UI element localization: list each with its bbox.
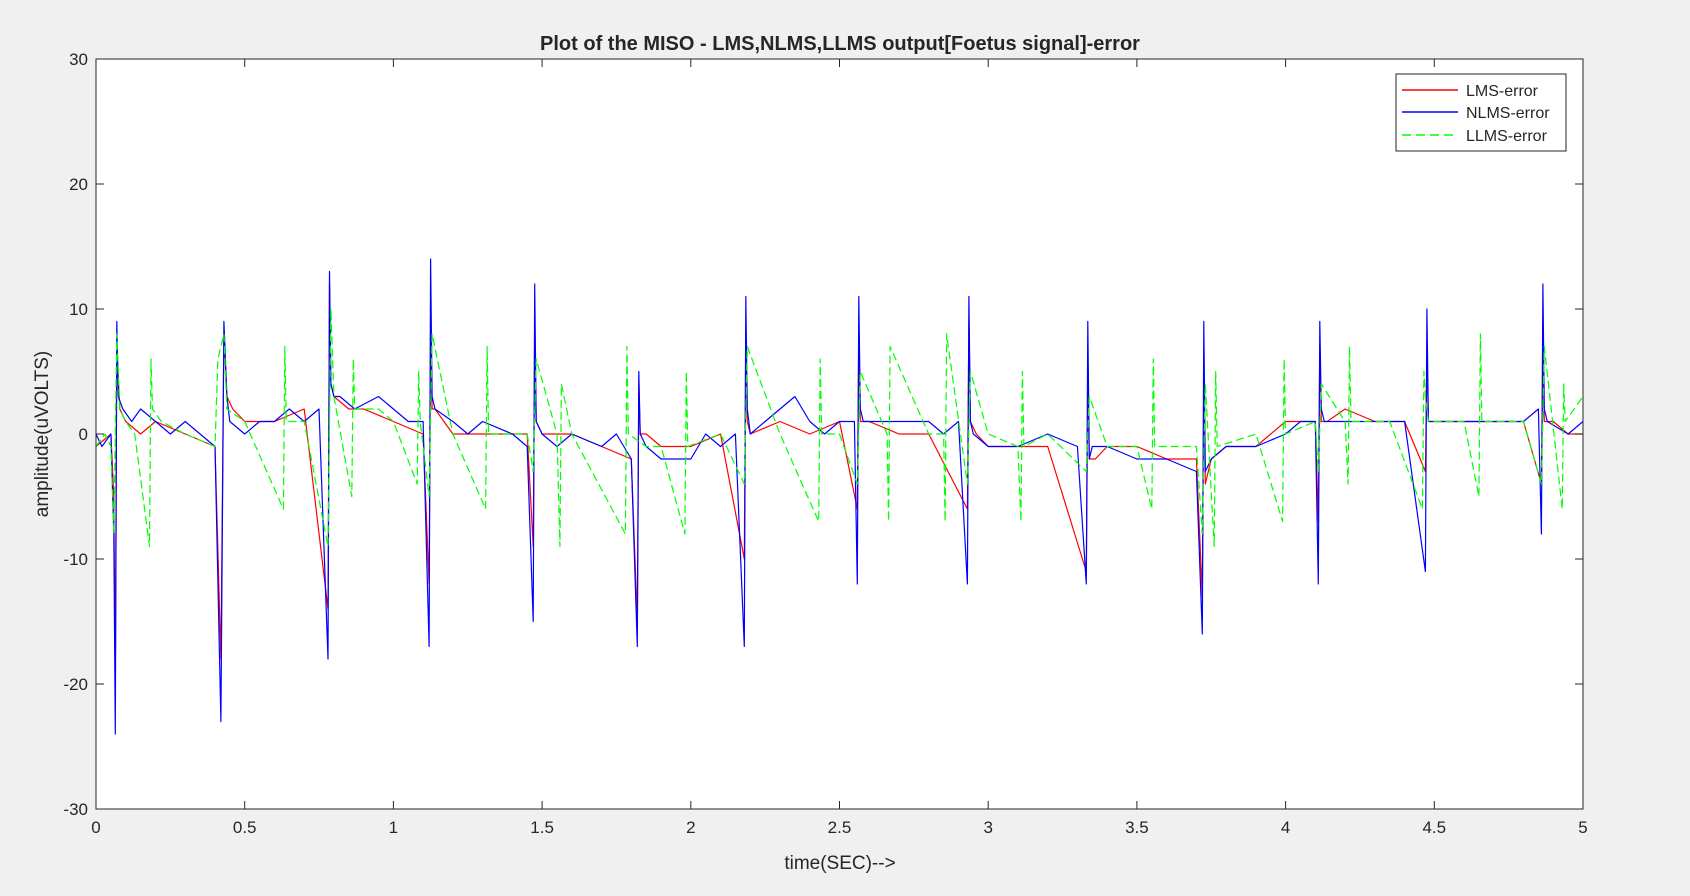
legend-label-nlms: NLMS-error (1466, 105, 1550, 122)
y-tick-label: 30 (69, 50, 88, 69)
x-tick-label: 3 (983, 818, 992, 837)
x-tick-label: 0.5 (233, 818, 257, 837)
x-axis-label: time(SEC)--> (784, 853, 895, 874)
legend-label-llms: LLMS-error (1466, 128, 1548, 145)
y-tick-label: 0 (79, 425, 88, 444)
x-tick-label: 1.5 (530, 818, 554, 837)
y-tick-label: -20 (63, 675, 88, 694)
x-tick-label: 2.5 (828, 818, 852, 837)
series-line-llms (95, 308, 1584, 548)
x-tick-label: 4.5 (1422, 818, 1446, 837)
chart-title: Plot of the MISO - LMS,NLMS,LLMS output[… (540, 33, 1140, 55)
x-tick-label: 0 (91, 818, 100, 837)
y-tick-label: -30 (63, 800, 88, 819)
y-axis-label: amplitude(uVOLTS) (32, 351, 53, 518)
y-tick-label: -10 (63, 550, 88, 569)
y-tick-label: 20 (69, 175, 88, 194)
x-tick-label: 1 (389, 818, 398, 837)
series-line-nlms (95, 258, 1584, 735)
x-tick-label: 3.5 (1125, 818, 1149, 837)
x-tick-label: 4 (1281, 818, 1290, 837)
x-tick-label: 5 (1578, 818, 1587, 837)
legend[interactable]: LMS-error NLMS-error LLMS-error (1395, 73, 1567, 152)
series-line-lms (95, 283, 1583, 685)
ticks-layer: 0 0.5 1 1.5 2 2.5 3 3.5 4 4.5 5 -30 -20 -10 0 10 20 30 (63, 50, 1587, 837)
series-layer (95, 258, 1584, 735)
y-tick-label: 10 (69, 300, 88, 319)
legend-label-lms: LMS-error (1466, 83, 1539, 100)
x-tick-label: 2 (686, 818, 695, 837)
